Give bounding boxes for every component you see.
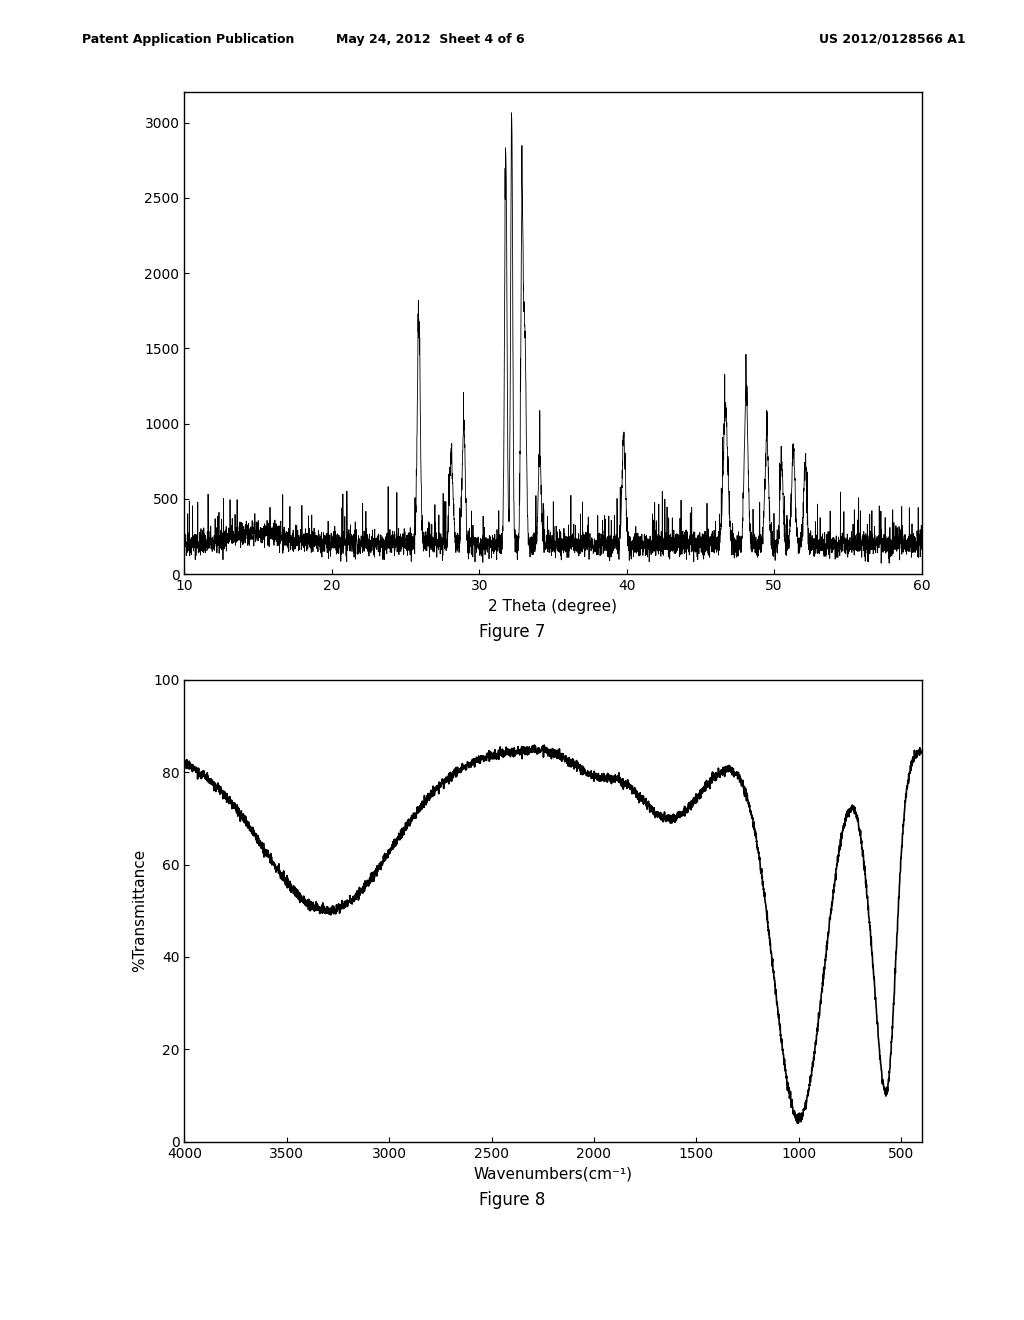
Text: May 24, 2012  Sheet 4 of 6: May 24, 2012 Sheet 4 of 6 — [336, 33, 524, 46]
X-axis label: Wavenumbers(cm⁻¹): Wavenumbers(cm⁻¹) — [473, 1166, 633, 1181]
Text: Figure 7: Figure 7 — [479, 623, 545, 642]
X-axis label: 2 Theta (degree): 2 Theta (degree) — [488, 598, 617, 614]
Text: US 2012/0128566 A1: US 2012/0128566 A1 — [819, 33, 966, 46]
Y-axis label: %Transmittance: %Transmittance — [132, 849, 147, 973]
Text: Patent Application Publication: Patent Application Publication — [82, 33, 294, 46]
Text: Figure 8: Figure 8 — [479, 1191, 545, 1209]
